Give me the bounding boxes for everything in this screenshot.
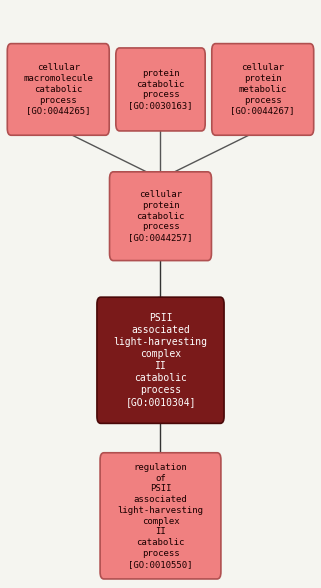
- FancyBboxPatch shape: [97, 297, 224, 423]
- Text: regulation
of
PSII
associated
light-harvesting
complex
II
catabolic
process
[GO:: regulation of PSII associated light-harv…: [117, 463, 204, 569]
- Text: PSII
associated
light-harvesting
complex
II
catabolic
process
[GO:0010304]: PSII associated light-harvesting complex…: [114, 313, 207, 407]
- FancyBboxPatch shape: [100, 453, 221, 579]
- Text: cellular
macromolecule
catabolic
process
[GO:0044265]: cellular macromolecule catabolic process…: [23, 64, 93, 115]
- Text: protein
catabolic
process
[GO:0030163]: protein catabolic process [GO:0030163]: [128, 69, 193, 110]
- FancyBboxPatch shape: [7, 44, 109, 135]
- FancyBboxPatch shape: [116, 48, 205, 131]
- FancyBboxPatch shape: [212, 44, 314, 135]
- FancyBboxPatch shape: [109, 172, 212, 260]
- Text: cellular
protein
metabolic
process
[GO:0044267]: cellular protein metabolic process [GO:0…: [230, 64, 295, 115]
- Text: cellular
protein
catabolic
process
[GO:0044257]: cellular protein catabolic process [GO:0…: [128, 190, 193, 242]
